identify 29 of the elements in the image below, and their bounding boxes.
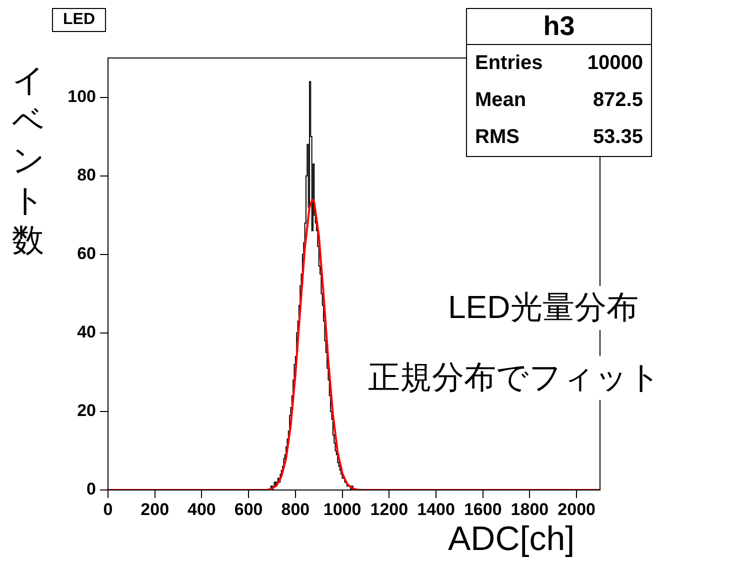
annotation: 10000 — [587, 52, 643, 75]
y-tick-label: 60 — [77, 244, 96, 264]
y-tick-label: 0 — [86, 480, 96, 499]
x-tick-label: 400 — [188, 500, 216, 519]
x-tick-label: 600 — [234, 500, 263, 519]
x-tick-label: 2000 — [558, 500, 596, 519]
x-tick-label: 800 — [281, 500, 310, 519]
y-tick-label: 100 — [68, 86, 96, 106]
y-tick-label: 20 — [77, 401, 96, 420]
text: h3 — [467, 9, 651, 45]
x-tick-label: 1800 — [510, 500, 549, 519]
x-tick-label: 1000 — [323, 500, 362, 519]
annotation: Entries — [475, 52, 543, 75]
annotation: 正規分布でフィット — [368, 356, 661, 400]
y-tick-label: 40 — [77, 322, 96, 342]
x-axis-title: ADC[ch] — [448, 520, 575, 559]
annotation: Mean — [475, 89, 526, 112]
x-tick-label: 1400 — [417, 500, 455, 519]
y-axis-title: イベント数 — [12, 61, 45, 260]
x-tick-label: 1200 — [370, 500, 408, 519]
x-tick-label: 0 — [103, 500, 113, 519]
y-tick-label: 80 — [77, 166, 96, 185]
annotation: LED光量分布 — [448, 286, 638, 330]
annotation: RMS — [475, 126, 520, 149]
annotation: 872.5 — [592, 89, 643, 112]
text: LED — [52, 8, 106, 32]
annotation: 53.35 — [592, 126, 643, 149]
x-tick-label: 200 — [140, 500, 170, 519]
x-tick-label: 1600 — [464, 500, 502, 519]
